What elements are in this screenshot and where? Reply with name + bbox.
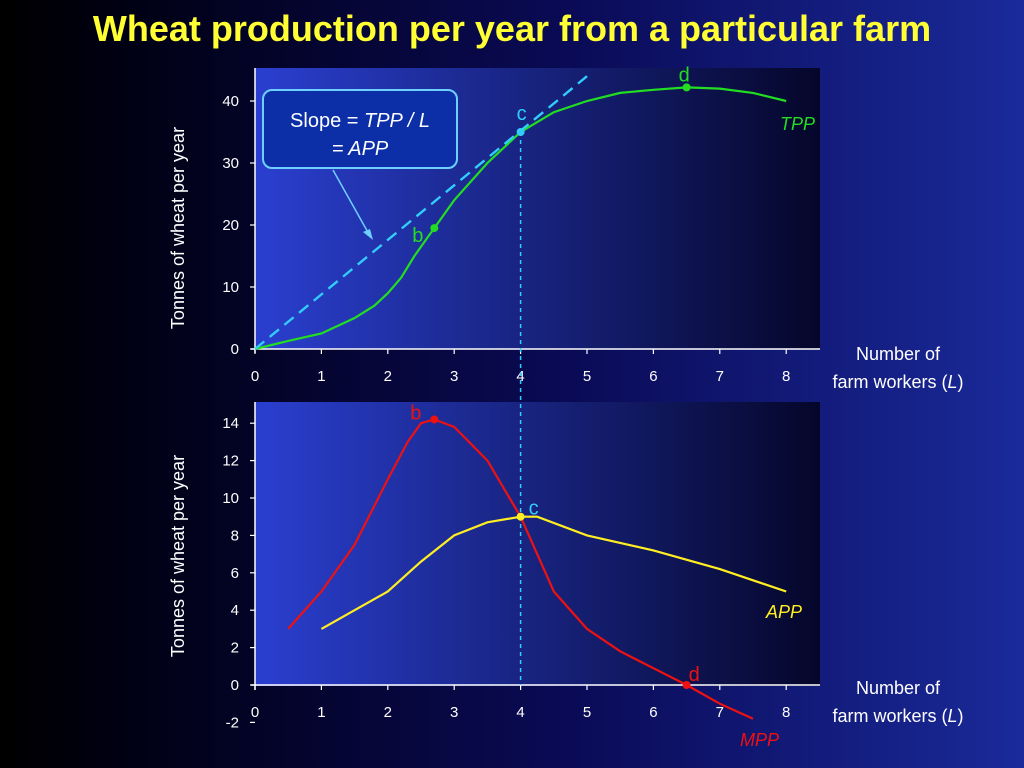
x-tick-label: 4 — [516, 704, 524, 721]
slope-eq: = — [331, 138, 349, 160]
x-tick-label: 2 — [384, 368, 392, 385]
page-title: Wheat production per year from a particu… — [92, 8, 932, 49]
point-d-tpp — [682, 83, 691, 92]
series-label-app: APP — [765, 602, 802, 622]
x-tick-label: 5 — [583, 368, 591, 385]
x-axis-label-line1: Number of — [856, 344, 941, 364]
x-axis-label-suffix: ) — [958, 372, 964, 392]
y-tick-label: 40 — [222, 93, 239, 110]
point-d-bottom — [682, 681, 691, 689]
plot-area — [255, 402, 820, 686]
x-tick-label: 5 — [583, 704, 591, 721]
point-label-d-tpp: d — [679, 64, 690, 86]
x-tick-label: 1 — [317, 704, 325, 721]
y-tick-label: 2 — [231, 640, 239, 657]
y-tick-label: 20 — [222, 217, 239, 234]
series-app-line — [320, 515, 787, 630]
x-axis-label-line2: farm workers (L) — [832, 706, 963, 726]
series-label-tpp: TPP — [780, 114, 815, 134]
series-tangent-line — [254, 75, 588, 350]
x-axis-label-line2: farm workers (L) — [832, 372, 963, 392]
series-tpp-line — [254, 86, 787, 351]
y-tick-label: -2 — [226, 714, 239, 731]
x-tick-label: 8 — [782, 368, 790, 385]
x-tick-label: 7 — [716, 368, 724, 385]
x-tick-label: 4 — [516, 368, 524, 385]
x-axis-label-suffix: ) — [958, 706, 964, 726]
y-tick-label: 0 — [231, 341, 239, 358]
series-mpp-line — [287, 418, 754, 720]
point-b-bottom — [430, 415, 439, 424]
x-tick-label: 2 — [384, 704, 392, 721]
x-tick-label: 3 — [450, 368, 458, 385]
slope-tpp: TPP — [364, 110, 403, 132]
slope-arrow-line — [332, 169, 371, 237]
point-c-tpp — [516, 128, 525, 136]
x-tick-label: 3 — [450, 704, 458, 721]
slope-prefix: Slope = — [290, 110, 364, 132]
point-c-bottom — [516, 512, 525, 521]
x-tick-label: 0 — [251, 368, 259, 385]
y-axis-label: Tonnes of wheat per year — [168, 455, 188, 657]
point-label-d-bottom: d — [689, 664, 700, 686]
x-tick-label: 8 — [782, 704, 790, 721]
x-tick-label: 1 — [317, 368, 325, 385]
y-tick-label: 6 — [231, 565, 239, 582]
slope-sep: / — [402, 110, 419, 132]
x-axis-label-prefix: farm workers ( — [832, 372, 947, 392]
x-axis-label-var: L — [948, 706, 958, 726]
slope-app: APP — [348, 138, 389, 160]
series-label-mpp: MPP — [740, 730, 779, 750]
x-tick-label: 7 — [716, 704, 724, 721]
y-tick-label: 4 — [231, 602, 239, 619]
x-axis-label-line1: Number of — [856, 678, 941, 698]
point-label-b-tpp: b — [412, 225, 423, 247]
slope-annotation-box: Slope = TPP / L = APP — [262, 89, 458, 169]
point-label-b-bottom: b — [410, 402, 421, 424]
y-tick-label: 30 — [222, 155, 239, 172]
y-tick-label: 10 — [222, 279, 239, 296]
x-axis-label-prefix: farm workers ( — [832, 706, 947, 726]
y-tick-label: 0 — [231, 677, 239, 694]
slope-l: L — [418, 110, 430, 132]
point-label-c-bottom: c — [529, 498, 539, 520]
y-tick-label: 8 — [231, 527, 239, 544]
point-label-c-tpp: c — [517, 103, 527, 125]
y-tick-label: 10 — [222, 490, 239, 507]
overlay: b c d b c d — [332, 64, 700, 689]
x-tick-label: 6 — [649, 704, 657, 721]
y-tick-label: 14 — [222, 415, 239, 432]
x-tick-label: 0 — [251, 704, 259, 721]
x-tick-label: 6 — [649, 368, 657, 385]
y-tick-label: 12 — [222, 453, 239, 470]
slope-arrow-head — [363, 229, 373, 240]
y-axis-label: Tonnes of wheat per year — [168, 127, 188, 329]
x-axis-label-var: L — [948, 372, 958, 392]
point-b-tpp — [430, 224, 439, 233]
